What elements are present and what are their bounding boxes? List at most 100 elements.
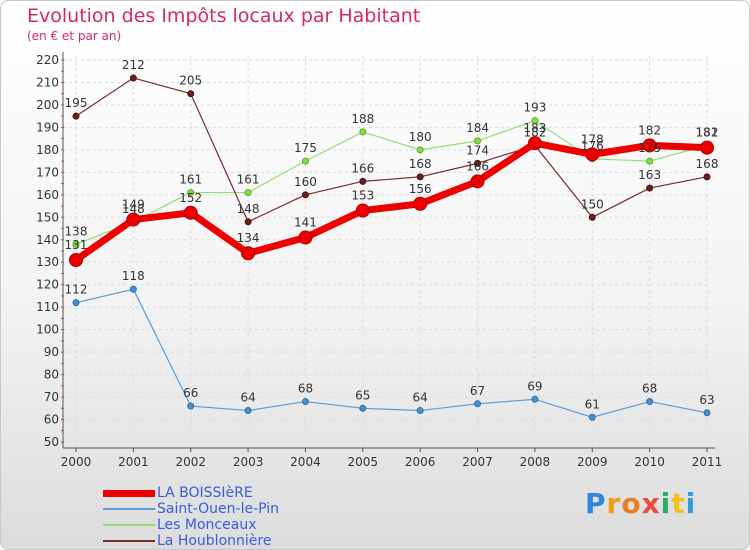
data-label: 166: [466, 159, 489, 173]
x-tick-label: 2002: [175, 455, 206, 469]
data-point: [72, 112, 80, 120]
data-point: [126, 212, 141, 227]
data-label: 66: [183, 386, 198, 400]
logo-letter: x: [641, 487, 661, 520]
x-tick-label: 2008: [520, 455, 551, 469]
data-label: 163: [638, 168, 661, 182]
x-tick-label: 2005: [348, 455, 379, 469]
data-point: [416, 173, 424, 181]
series-line-3: [75, 77, 708, 223]
data-label: 178: [581, 132, 604, 146]
logo-letter: P: [585, 487, 607, 520]
data-point: [585, 147, 600, 162]
y-tick-label: 180: [36, 143, 59, 157]
data-label: 148: [237, 202, 260, 216]
data-label: 138: [65, 224, 88, 238]
x-tick-label: 2004: [290, 455, 321, 469]
data-label: 131: [65, 238, 88, 252]
series-line-0: [72, 139, 711, 264]
data-point: [531, 395, 539, 403]
legend-item: LA BOISSIèRE: [103, 485, 279, 501]
legend-item: La Houblonnière: [103, 533, 279, 549]
data-label: 141: [294, 216, 317, 230]
x-tick-label: 2006: [405, 455, 436, 469]
logo-letter: i: [685, 487, 697, 520]
data-label: 174: [466, 143, 489, 157]
data-point: [700, 140, 714, 155]
data-point: [588, 413, 596, 421]
y-tick-label: 120: [36, 278, 59, 292]
y-tick-label: 80: [44, 368, 59, 382]
y-tick-label: 130: [36, 255, 59, 269]
data-point: [72, 299, 80, 307]
legend-swatch: [103, 524, 155, 526]
data-label: 195: [65, 96, 88, 110]
data-label: 182: [638, 123, 661, 137]
data-label: 188: [351, 112, 374, 126]
data-point: [187, 402, 195, 410]
series-line-2: [75, 120, 708, 245]
series-line-1: [75, 288, 708, 418]
data-label: 175: [638, 141, 661, 155]
chart-title: Evolution des Impôts locaux par Habitant: [27, 5, 421, 27]
data-point: [355, 203, 370, 218]
data-point: [416, 146, 424, 154]
x-tick-label: 2007: [462, 455, 493, 469]
data-point: [298, 230, 313, 245]
data-label: 134: [237, 231, 260, 245]
data-label: 67: [470, 384, 485, 398]
legend-label: La Houblonnière: [157, 533, 272, 549]
data-point: [244, 218, 252, 226]
data-point: [187, 189, 195, 197]
data-point: [187, 90, 195, 98]
data-point: [413, 196, 428, 211]
proxiti-logo: Proxiti: [585, 487, 696, 520]
legend-swatch: [103, 489, 155, 497]
data-point: [531, 117, 539, 125]
data-point: [474, 400, 482, 408]
data-point: [359, 177, 367, 185]
x-tick-label: 2010: [634, 455, 665, 469]
data-label: 175: [294, 141, 317, 155]
data-label: 182: [523, 125, 546, 139]
data-label: 184: [466, 121, 489, 135]
data-point: [470, 174, 485, 189]
legend-label: LA BOISSIèRE: [157, 485, 253, 501]
data-point: [244, 189, 252, 197]
data-point: [646, 184, 654, 192]
data-point: [301, 191, 309, 199]
data-label: 160: [294, 175, 317, 189]
data-label: 181: [696, 126, 719, 140]
y-tick-label: 190: [36, 120, 59, 134]
data-point: [527, 136, 542, 151]
legend-swatch: [103, 540, 155, 542]
data-label: 205: [179, 74, 202, 88]
y-tick-label: 100: [36, 323, 59, 337]
data-point: [416, 407, 424, 415]
data-label: 161: [237, 173, 260, 187]
data-label: 161: [179, 173, 202, 187]
data-point: [72, 240, 80, 248]
data-label: 212: [122, 58, 145, 72]
data-point: [183, 205, 198, 220]
data-label: 152: [179, 191, 202, 205]
y-tick-label: 60: [44, 413, 59, 427]
data-label: 64: [240, 391, 255, 405]
data-point: [301, 157, 309, 165]
data-point: [646, 398, 654, 406]
legend-item: Les Monceaux: [103, 517, 279, 533]
y-tick-label: 210: [36, 75, 59, 89]
y-tick-label: 90: [44, 345, 59, 359]
data-point: [703, 173, 711, 181]
data-label: 156: [409, 182, 432, 196]
data-point: [703, 409, 711, 417]
data-point: [642, 138, 657, 153]
data-label: 69: [527, 379, 542, 393]
data-label: 68: [298, 382, 313, 396]
data-label: 183: [523, 121, 546, 135]
data-label: 168: [696, 157, 719, 171]
x-tick-label: 2011: [692, 455, 723, 469]
data-point: [474, 137, 482, 145]
data-label: 153: [351, 189, 374, 203]
